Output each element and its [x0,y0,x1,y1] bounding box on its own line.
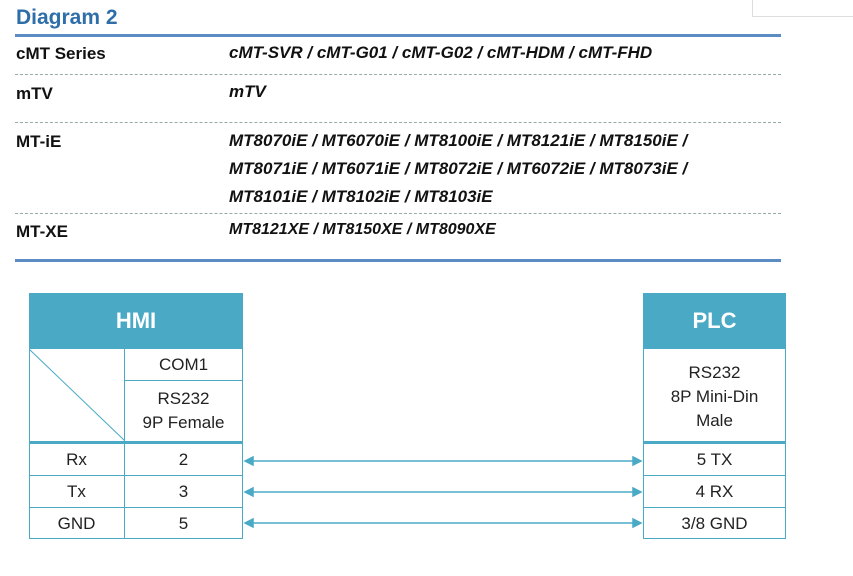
hmi-pin: 3 [178,481,189,501]
divider [124,380,243,381]
wire-arrows [243,455,643,529]
plc-pin: 5 TX [696,449,733,469]
diagonal-slash [29,349,125,441]
divider [124,349,125,539]
divider [643,507,786,508]
plc-pin: 4 RX [695,481,734,501]
corner-frame [752,0,853,17]
series-label: MT-XE [16,222,68,241]
divider [15,122,781,123]
model-list: MT8071iE / MT6071iE / MT8072iE / MT6072i… [229,159,688,178]
model-list: mTV [229,82,266,101]
hmi-pin: 2 [178,449,189,469]
divider [29,507,243,508]
model-list: cMT-SVR / cMT-G01 / cMT-G02 / cMT-HDM / … [229,43,653,62]
double-arrow-icon [243,455,643,467]
bottom-rule [15,259,781,262]
top-rule [15,34,781,37]
series-label: mTV [16,84,53,103]
plc-header: PLC [643,293,786,349]
model-list: MT8121XE / MT8150XE / MT8090XE [229,221,496,238]
double-arrow-icon [243,486,643,498]
signal: Rx [66,449,87,469]
model-list: MT8070iE / MT6070iE / MT8100iE / MT8121i… [229,131,688,150]
divider [15,213,781,214]
divider [29,475,243,476]
series-label: cMT Series [16,44,106,63]
diagram-title: Diagram 2 [16,6,118,29]
double-arrow-icon [243,517,643,529]
signal: Tx [67,481,86,501]
plc-pin: 3/8 GND [681,513,748,533]
hmi-pin: 5 [178,513,189,533]
divider [29,441,243,444]
divider [643,475,786,476]
signal: GND [57,513,96,533]
divider [15,74,781,75]
divider [643,441,786,444]
hmi-port: COM1 [158,354,209,374]
series-label: MT-iE [16,132,62,151]
plc-interface: RS232 8P Mini-Din Male [670,363,759,430]
model-list: MT8101iE / MT8102iE / MT8103iE [229,187,493,206]
hmi-interface: RS232 9P Female [142,389,225,432]
hmi-header: HMI [29,293,243,349]
